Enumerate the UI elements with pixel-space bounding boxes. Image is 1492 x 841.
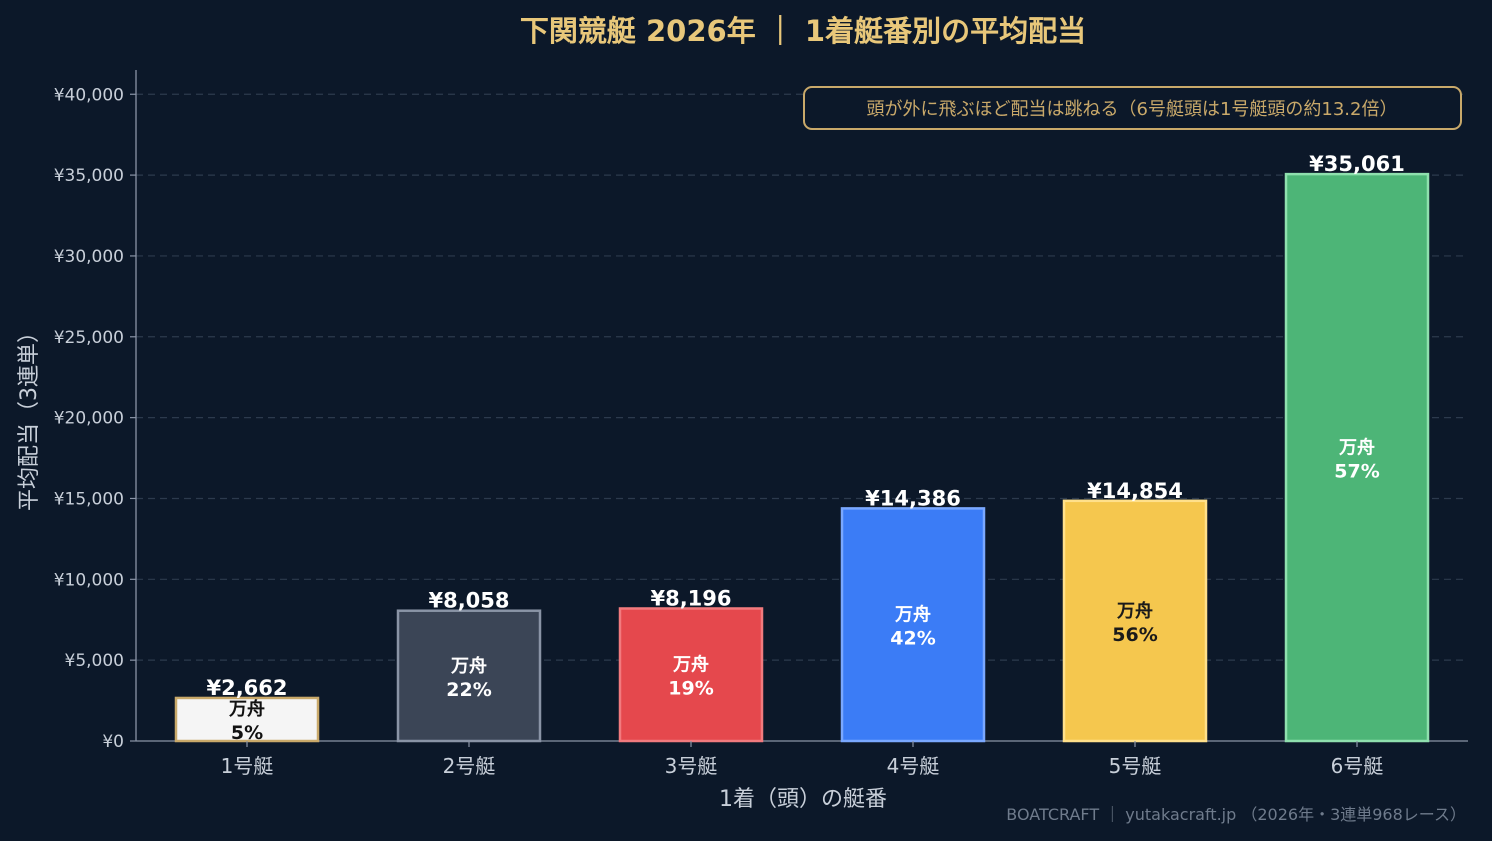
bar-manshu-percent: 57% [1334,461,1379,483]
axes [135,70,1468,742]
bars: ¥2,662万舟5%¥8,058万舟22%¥8,196万舟19%¥14,386万… [174,152,1430,744]
y-tick-label: ¥30,000 [54,247,124,267]
bar-manshu-percent: 42% [890,628,935,650]
y-tick-labels: ¥0 ¥5,000 ¥10,000 ¥15,000 ¥20,000 ¥25,000 ¥30,… [54,85,136,752]
bar-value-label: ¥2,662 [206,676,287,700]
chart-title: 下関競艇 2026年 ｜ 1着艇番別の平均配当 [520,14,1086,48]
bar-manshu-percent: 19% [668,678,713,700]
bar-manshu-percent: 5% [231,722,263,744]
bar-value-label: ¥14,386 [865,486,961,510]
bar-manshu-percent: 22% [446,679,491,701]
x-tick-labels: 1号艇 2号艇 3号艇 4号艇 5号艇 6号艇 [221,741,1384,778]
x-axis-label: 1着（頭）の艇番 [719,787,887,812]
y-tick-label: ¥10,000 [54,570,124,590]
y-axis-label: 平均配当（3連単） [17,321,42,511]
bar-value-label: ¥8,058 [428,589,509,613]
x-tick-label: 5号艇 [1109,754,1162,778]
x-tick-label: 1号艇 [221,754,274,778]
annotation-box: 頭が外に飛ぶほど配当は跳ねる（6号艇頭は1号艇頭の約13.2倍） [803,86,1462,130]
bar-value-label: ¥14,854 [1087,479,1183,503]
y-tick-label: ¥35,000 [54,166,124,186]
bar-value-label: ¥35,061 [1309,152,1405,176]
bar-value-label: ¥8,196 [650,586,731,610]
y-tick-label: ¥20,000 [54,409,124,429]
footer-credit: BOATCRAFT ｜ yutakacraft.jp （2026年・3連単968… [1006,805,1466,824]
bar-manshu-label: 万舟 [450,655,487,677]
y-tick-label: ¥25,000 [54,328,124,348]
x-tick-label: 6号艇 [1331,754,1384,778]
x-tick-label: 2号艇 [443,754,496,778]
bar-manshu-label: 万舟 [228,698,265,720]
y-tick-label: ¥15,000 [54,489,124,509]
bar-manshu-label: 万舟 [1338,437,1375,459]
bar-manshu-label: 万舟 [894,604,931,626]
bar-manshu-label: 万舟 [1116,600,1153,622]
bar-manshu-label: 万舟 [672,654,709,676]
bar [396,609,542,743]
bar-manshu-percent: 56% [1112,624,1157,646]
annotation-text: 頭が外に飛ぶほど配当は跳ねる（6号艇頭は1号艇頭の約13.2倍） [867,99,1398,120]
x-tick-label: 3号艇 [665,754,718,778]
x-tick-label: 4号艇 [887,754,940,778]
y-tick-label: ¥0 [102,732,124,752]
bar [840,507,986,743]
bar [1062,499,1208,743]
grid-lines [136,93,1468,661]
y-tick-label: ¥5,000 [65,651,124,671]
bar [618,607,764,743]
y-tick-label: ¥40,000 [54,85,124,105]
